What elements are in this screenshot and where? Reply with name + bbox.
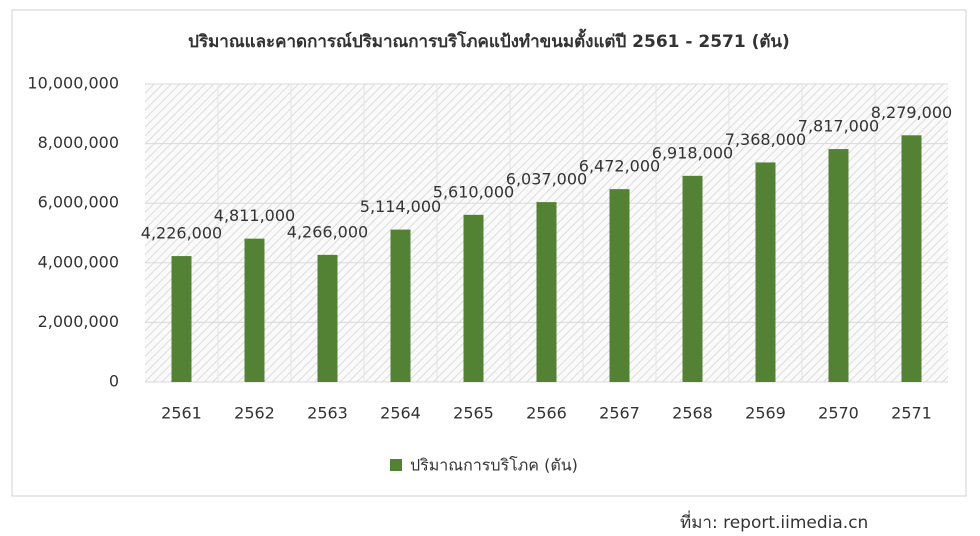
y-tick-label: 10,000,000	[27, 74, 119, 93]
chart-title: ปริมาณและคาดการณ์ปริมาณการบริโภคแป้งทำขน…	[188, 28, 790, 52]
value-label: 4,226,000	[141, 224, 222, 243]
bar	[682, 175, 703, 382]
bar	[171, 256, 192, 382]
value-label: 5,114,000	[360, 197, 441, 216]
x-tick-label: 2563	[307, 404, 348, 423]
x-tick-label: 2570	[818, 404, 859, 423]
x-tick-label: 2565	[453, 404, 494, 423]
bar	[609, 189, 630, 382]
x-tick-label: 2568	[672, 404, 713, 423]
y-tick-label: 8,000,000	[38, 133, 119, 152]
value-label: 4,266,000	[287, 222, 368, 241]
x-tick-label: 2564	[380, 404, 421, 423]
bar	[901, 135, 922, 382]
legend-swatch	[390, 459, 402, 471]
value-label: 6,037,000	[506, 170, 587, 189]
x-tick-label: 2561	[161, 404, 202, 423]
y-tick-label: 6,000,000	[38, 193, 119, 212]
x-tick-label: 2567	[599, 404, 640, 423]
value-label: 8,279,000	[871, 103, 952, 122]
bar	[755, 162, 776, 382]
bar	[536, 202, 557, 382]
x-tick-label: 2562	[234, 404, 275, 423]
bar	[244, 238, 265, 382]
y-tick-label: 2,000,000	[38, 312, 119, 331]
value-label: 7,368,000	[725, 130, 806, 149]
legend-label: ปริมาณการบริโภค (ตัน)	[410, 456, 578, 475]
y-tick-label: 0	[109, 372, 119, 391]
value-label: 6,472,000	[579, 157, 660, 176]
bar	[463, 214, 484, 382]
bar	[317, 254, 338, 382]
x-tick-label: 2569	[745, 404, 786, 423]
source: ที่มา: report.iimedia.cn	[680, 510, 868, 533]
value-label: 6,918,000	[652, 143, 733, 162]
y-tick-label: 4,000,000	[38, 252, 119, 271]
bar	[390, 229, 411, 382]
value-label: 4,811,000	[214, 206, 295, 225]
bar	[828, 149, 849, 382]
x-tick-label: 2566	[526, 404, 567, 423]
x-tick-label: 2571	[891, 404, 932, 423]
value-label: 7,817,000	[798, 117, 879, 136]
value-label: 5,610,000	[433, 182, 514, 201]
